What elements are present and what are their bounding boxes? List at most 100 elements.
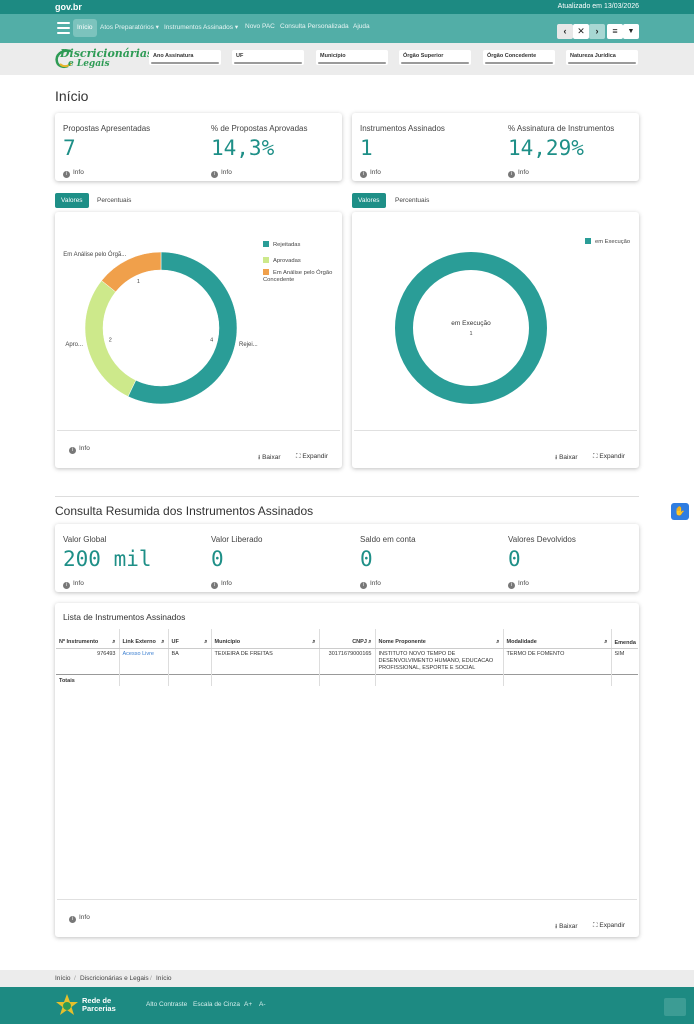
info-icon: i — [360, 171, 367, 178]
info-icon: i — [508, 171, 515, 178]
filter-uf[interactable]: UF — [232, 50, 304, 65]
list-title: Lista de Instrumentos Assinados — [63, 612, 186, 622]
column-header[interactable]: Emenda — [611, 629, 638, 649]
kpi-label-propostas: Propostas Apresentadas — [63, 124, 151, 133]
download-button[interactable]: ⭳ Baixar — [258, 454, 281, 461]
info-button[interactable]: i Info — [69, 914, 90, 923]
legend-item[interactable]: Em Análise pelo Órgão Concedente — [263, 269, 333, 283]
info-button[interactable]: i Info — [360, 169, 381, 178]
tab-valores[interactable]: Valores — [55, 193, 89, 208]
search-icon[interactable]: ⌕ — [312, 638, 316, 645]
legend-item[interactable]: em Execução — [585, 238, 630, 245]
info-button[interactable]: i Info — [69, 445, 90, 454]
expand-icon: ⛶ — [593, 922, 600, 929]
breadcrumb-item: Início — [156, 975, 172, 982]
search-icon[interactable]: ⌕ — [368, 638, 372, 645]
search-icon[interactable]: ⌕ — [161, 638, 165, 645]
filter-orgao-superior[interactable]: Órgão Superior — [399, 50, 471, 65]
instrumentos-donut-chart[interactable]: em Execução 1 — [352, 212, 639, 432]
logo-title: Discricionárias — [60, 47, 154, 60]
info-button[interactable]: i Info — [63, 580, 84, 589]
search-icon[interactable]: ⌕ — [496, 638, 500, 645]
font-decrease-link[interactable]: A- — [259, 1001, 266, 1008]
legend-item[interactable]: Rejeitadas — [263, 241, 300, 248]
info-button[interactable]: i Info — [360, 580, 381, 589]
info-icon: i — [211, 582, 218, 589]
list-icon[interactable]: ≡ — [607, 24, 623, 39]
info-icon: i — [211, 171, 218, 178]
discricionarias-logo[interactable]: Discricionárias e Legais — [54, 47, 153, 71]
tab-percentuais[interactable]: Percentuais — [395, 197, 430, 204]
filter-natureza-juridica[interactable]: Natureza Jurídica — [566, 50, 638, 65]
expand-button[interactable]: ⛶ Expandir — [296, 453, 329, 460]
search-icon[interactable]: ⌕ — [604, 638, 608, 645]
footer: Rede de Parcerias Alto Contraste Escala d… — [0, 987, 694, 1024]
column-header[interactable]: UF ⌕ — [168, 629, 212, 649]
propostas-donut-chart[interactable]: 4 Rejei... 2 Apro... 1 Em Análise pelo Órgã..… — [55, 212, 342, 432]
column-header[interactable]: CNPJ ⌕ — [319, 629, 376, 649]
column-header[interactable]: Link Externo ⌕ — [119, 629, 169, 649]
nav-item-novo-pac[interactable]: Novo PAC — [245, 23, 275, 30]
search-icon[interactable]: ⌕ — [112, 638, 116, 645]
tab-valores[interactable]: Valores — [352, 193, 386, 208]
nav-item-inicio[interactable]: Início — [73, 19, 97, 37]
table-row[interactable]: 976493 Acesso Livre BA TEIXEIRA DE FREIT… — [56, 648, 638, 674]
gov-logo[interactable]: gov.br — [55, 2, 82, 12]
kpi-card-instrumentos — [352, 113, 639, 181]
summary-card — [55, 524, 639, 592]
info-icon: i — [63, 171, 70, 178]
clear-selections-button[interactable]: ✕ — [573, 24, 589, 39]
info-button[interactable]: i Info — [211, 580, 232, 589]
summary-value-devolvidos: 0 — [508, 547, 521, 571]
legend-item[interactable]: Aprovadas — [263, 257, 301, 264]
hamburger-menu-icon[interactable] — [57, 22, 70, 34]
download-button[interactable]: ⭳ Baixar — [555, 923, 578, 930]
filter-icon[interactable]: ▼ — [623, 24, 639, 39]
column-header[interactable]: Nome Proponente ⌕ — [375, 629, 504, 649]
nav-item-atos-preparatorios[interactable]: Atos Preparatórios ▾ — [100, 24, 159, 31]
font-increase-link[interactable]: A+ — [244, 1001, 253, 1008]
slice-value-label: 4 — [210, 338, 213, 344]
info-button[interactable]: i Info — [508, 580, 529, 589]
summary-label-devolvidos: Valores Devolvidos — [508, 535, 576, 544]
info-icon: i — [63, 582, 70, 589]
filter-ano-assinatura[interactable]: Ano Assinatura — [149, 50, 221, 65]
info-button[interactable]: i Info — [508, 169, 529, 178]
instrument-table-wrapper[interactable]: Nº Instrumento ⌕ Link Externo ⌕ UF ⌕ Municí… — [56, 629, 638, 687]
search-icon[interactable]: ⌕ — [204, 638, 208, 645]
slice-label: Em Análise pelo Órgã... — [63, 251, 126, 258]
summary-value-valor-global: 200 mil — [63, 547, 152, 571]
grayscale-link[interactable]: Escala de Cinza — [193, 1001, 240, 1008]
column-header[interactable]: Município ⌕ — [211, 629, 320, 649]
logo-subtitle: e Legais — [68, 59, 110, 69]
info-button[interactable]: i Info — [211, 169, 232, 178]
column-header[interactable]: Modalidade ⌕ — [503, 629, 612, 649]
kpi-value-perc-aprovadas: 14,3% — [211, 136, 275, 160]
back-to-top-button[interactable] — [664, 998, 686, 1016]
footer-brand[interactable]: Rede de Parcerias — [82, 996, 116, 1013]
nav-item-ajuda[interactable]: Ajuda — [353, 23, 370, 30]
summary-value-saldo: 0 — [360, 547, 373, 571]
accessibility-vlibras-icon[interactable]: ✋ — [671, 503, 689, 520]
nav-item-consulta-personalizada[interactable]: Consulta Personalizada — [280, 23, 349, 30]
slice-label: Apro... — [65, 342, 83, 348]
filter-orgao-concedente[interactable]: Órgão Concedente — [483, 50, 555, 65]
kpi-label-perc-aprovadas: % de Propostas Aprovadas — [211, 124, 308, 133]
breadcrumb-item[interactable]: Início — [55, 975, 71, 982]
back-button[interactable]: ‹ — [557, 24, 573, 39]
tab-percentuais[interactable]: Percentuais — [97, 197, 132, 204]
expand-button[interactable]: ⛶ Expandir — [593, 453, 626, 460]
donut-slice — [101, 251, 162, 293]
table-cell-link[interactable]: Acesso Livre — [119, 648, 169, 674]
expand-button[interactable]: ⛶ Expandir — [593, 922, 626, 929]
info-button[interactable]: i Info — [63, 169, 84, 178]
breadcrumb-item[interactable]: Discricionárias e Legais — [80, 975, 149, 982]
forward-button[interactable]: › — [589, 24, 605, 39]
filter-municipio[interactable]: Município — [316, 50, 388, 65]
slice-value-label: 1 — [137, 279, 140, 285]
column-header[interactable]: Nº Instrumento ⌕ — [56, 629, 120, 649]
download-button[interactable]: ⭳ Baixar — [555, 454, 578, 461]
info-icon: i — [508, 582, 515, 589]
high-contrast-link[interactable]: Alto Contraste — [146, 1001, 188, 1008]
nav-item-instrumentos-assinados[interactable]: Instrumentos Assinados ▾ — [164, 24, 239, 31]
